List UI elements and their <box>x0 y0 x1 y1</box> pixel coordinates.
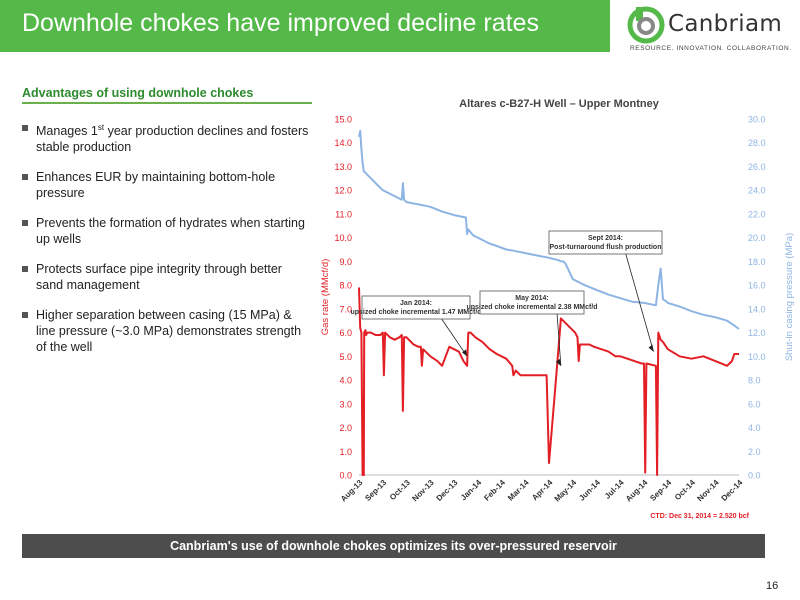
y2-tick-label: 12.0 <box>748 328 766 338</box>
annotation-arrow <box>556 312 562 366</box>
casing-pressure-series-line <box>358 129 740 330</box>
y2-tick-label: 28.0 <box>748 138 766 148</box>
bullet-text: Prevents the formation of hydrates when … <box>36 216 305 247</box>
gas-rate-chart: Altares c-B27-H Well – Upper Montney 0.0 1… <box>320 98 795 520</box>
annotation-text: upsized choke incremental 2.38 MMcf/d <box>466 304 597 311</box>
annotation-text: Post-turnaround flush production <box>550 244 662 251</box>
arrowhead-icon <box>555 358 561 366</box>
y-axis-title: Gas rate (MMcf/d) <box>320 259 331 336</box>
annotation-arrow <box>625 252 654 352</box>
y-tick-label: 5.0 <box>339 352 352 362</box>
bullet-superscript: st <box>97 123 105 132</box>
bullet-text-end: year production declines and fosters sta… <box>36 124 309 155</box>
annotation-arrow <box>440 317 468 357</box>
y2-tick-label: 24.0 <box>748 186 766 196</box>
y2-tick-label: 26.0 <box>748 162 766 172</box>
bullet-text: Protects surface pipe integrity through … <box>36 262 282 293</box>
y-tick-label: 2.0 <box>339 423 352 433</box>
bullet-text: Enhances EUR by maintaining bottom-hole … <box>36 170 276 201</box>
bullet-text: Higher separation between casing (15 MPa… <box>36 308 302 355</box>
y2-tick-label: 14.0 <box>748 304 766 314</box>
heading-divider <box>22 102 312 104</box>
cumulative-production-note: CTD: Dec 31, 2014 = 2.520 bcf <box>650 513 749 520</box>
y-tick-label: 7.0 <box>339 304 352 314</box>
x-tick-label: Aug-14 <box>624 478 650 504</box>
y-tick-label: 6.0 <box>339 328 352 338</box>
bullet-text-start: Manages 1 <box>36 124 98 139</box>
y2-tick-label: 0.0 <box>748 471 761 481</box>
x-tick-label: Sep-13 <box>363 478 388 503</box>
y-tick-label: 11.0 <box>335 209 352 219</box>
bullet-item: Higher separation between casing (15 MPa… <box>22 307 312 355</box>
y2-tick-label: 20.0 <box>748 233 766 243</box>
x-tick-label: Jun-14 <box>577 478 602 503</box>
title-bar: Downhole chokes have improved decline ra… <box>0 0 610 52</box>
x-tick-label: Oct-13 <box>388 478 412 502</box>
section-heading: Advantages of using downhole chokes <box>22 86 254 100</box>
y2-tick-label: 4.0 <box>748 423 761 433</box>
annotation-text: Sept 2014: <box>588 235 623 242</box>
y2-tick-label: 6.0 <box>748 399 761 409</box>
y2-axis-title: Shut-in casing pressure (MPa) <box>784 233 795 361</box>
annotation-text: May 2014: <box>515 295 548 302</box>
annotation-box <box>548 230 663 255</box>
arrowhead-icon <box>648 344 654 352</box>
y2-tick-label: 30.0 <box>748 115 766 125</box>
y2-tick-label: 16.0 <box>748 281 766 291</box>
x-tick-label: Jan-14 <box>459 478 484 503</box>
x-tick-label: Aug-13 <box>339 478 365 504</box>
y2-tick-label: 22.0 <box>748 209 766 219</box>
y2-tick-label: 8.0 <box>748 376 761 386</box>
y-tick-label: 14.0 <box>334 138 352 148</box>
x-tick-label: Nov-14 <box>695 478 721 504</box>
x-tick-label: Feb-14 <box>482 478 507 503</box>
bullet-square-icon <box>22 125 28 131</box>
bullet-item: Enhances EUR by maintaining bottom-hole … <box>22 169 312 201</box>
y-tick-label: 1.0 <box>339 447 352 457</box>
y-tick-label: 9.0 <box>339 257 352 267</box>
x-tick-label: Dec-13 <box>434 478 459 503</box>
logo-tagline: RESOURCE. INNOVATION. COLLABORATION. <box>630 45 792 52</box>
arrowhead-icon <box>462 349 468 357</box>
x-tick-label: Nov-13 <box>410 478 436 504</box>
y-tick-label: 13.0 <box>334 162 352 172</box>
x-tick-label: Dec-14 <box>719 478 744 503</box>
y-tick-label: 4.0 <box>339 376 352 386</box>
x-tick-label: Oct-14 <box>673 478 697 502</box>
y2-tick-label: 10.0 <box>748 352 766 362</box>
annotation-text: upsized choke incremental 1.47 MMcf/d <box>350 309 481 316</box>
x-tick-label: Sep-14 <box>648 478 673 503</box>
y-tick-label: 15.0 <box>334 115 352 125</box>
bullet-square-icon <box>22 174 28 181</box>
annotation-box <box>361 295 471 320</box>
x-tick-label: Apr-14 <box>530 478 555 503</box>
y-tick-label: 3.0 <box>339 399 352 409</box>
y-tick-label: 10.0 <box>334 233 352 243</box>
y-tick-label: 0.0 <box>339 471 352 481</box>
y2-tick-label: 2.0 <box>748 447 761 457</box>
bullet-square-icon <box>22 312 28 319</box>
summary-banner: Canbriam's use of downhole chokes optimi… <box>22 534 765 558</box>
slide-title: Downhole chokes have improved decline ra… <box>22 9 539 37</box>
x-tick-label: Mar-14 <box>506 478 531 503</box>
y-tick-label: 8.0 <box>339 281 352 291</box>
bullet-item: Prevents the formation of hydrates when … <box>22 215 312 247</box>
x-tick-label: May-14 <box>553 478 579 504</box>
canbriam-logo-icon <box>627 6 665 44</box>
y2-tick-label: 18.0 <box>748 257 766 267</box>
chart-title: Altares c-B27-H Well – Upper Montney <box>459 98 660 110</box>
logo-wordmark: Canbriam <box>668 11 783 37</box>
bullet-square-icon <box>22 220 28 227</box>
company-logo: Canbriam RESOURCE. INNOVATION. COLLABORA… <box>626 5 796 55</box>
bullet-square-icon <box>22 266 28 273</box>
annotation-box <box>479 290 585 315</box>
page-number: 16 <box>766 580 779 592</box>
advantages-list: Manages 1st year production declines and… <box>22 120 312 369</box>
gas-rate-series-line <box>358 287 739 476</box>
annotation-text: Jan 2014: <box>400 300 432 307</box>
y-tick-label: 12.0 <box>334 186 352 196</box>
bullet-item: Manages 1st year production declines and… <box>22 120 312 155</box>
bullet-item: Protects surface pipe integrity through … <box>22 261 312 293</box>
